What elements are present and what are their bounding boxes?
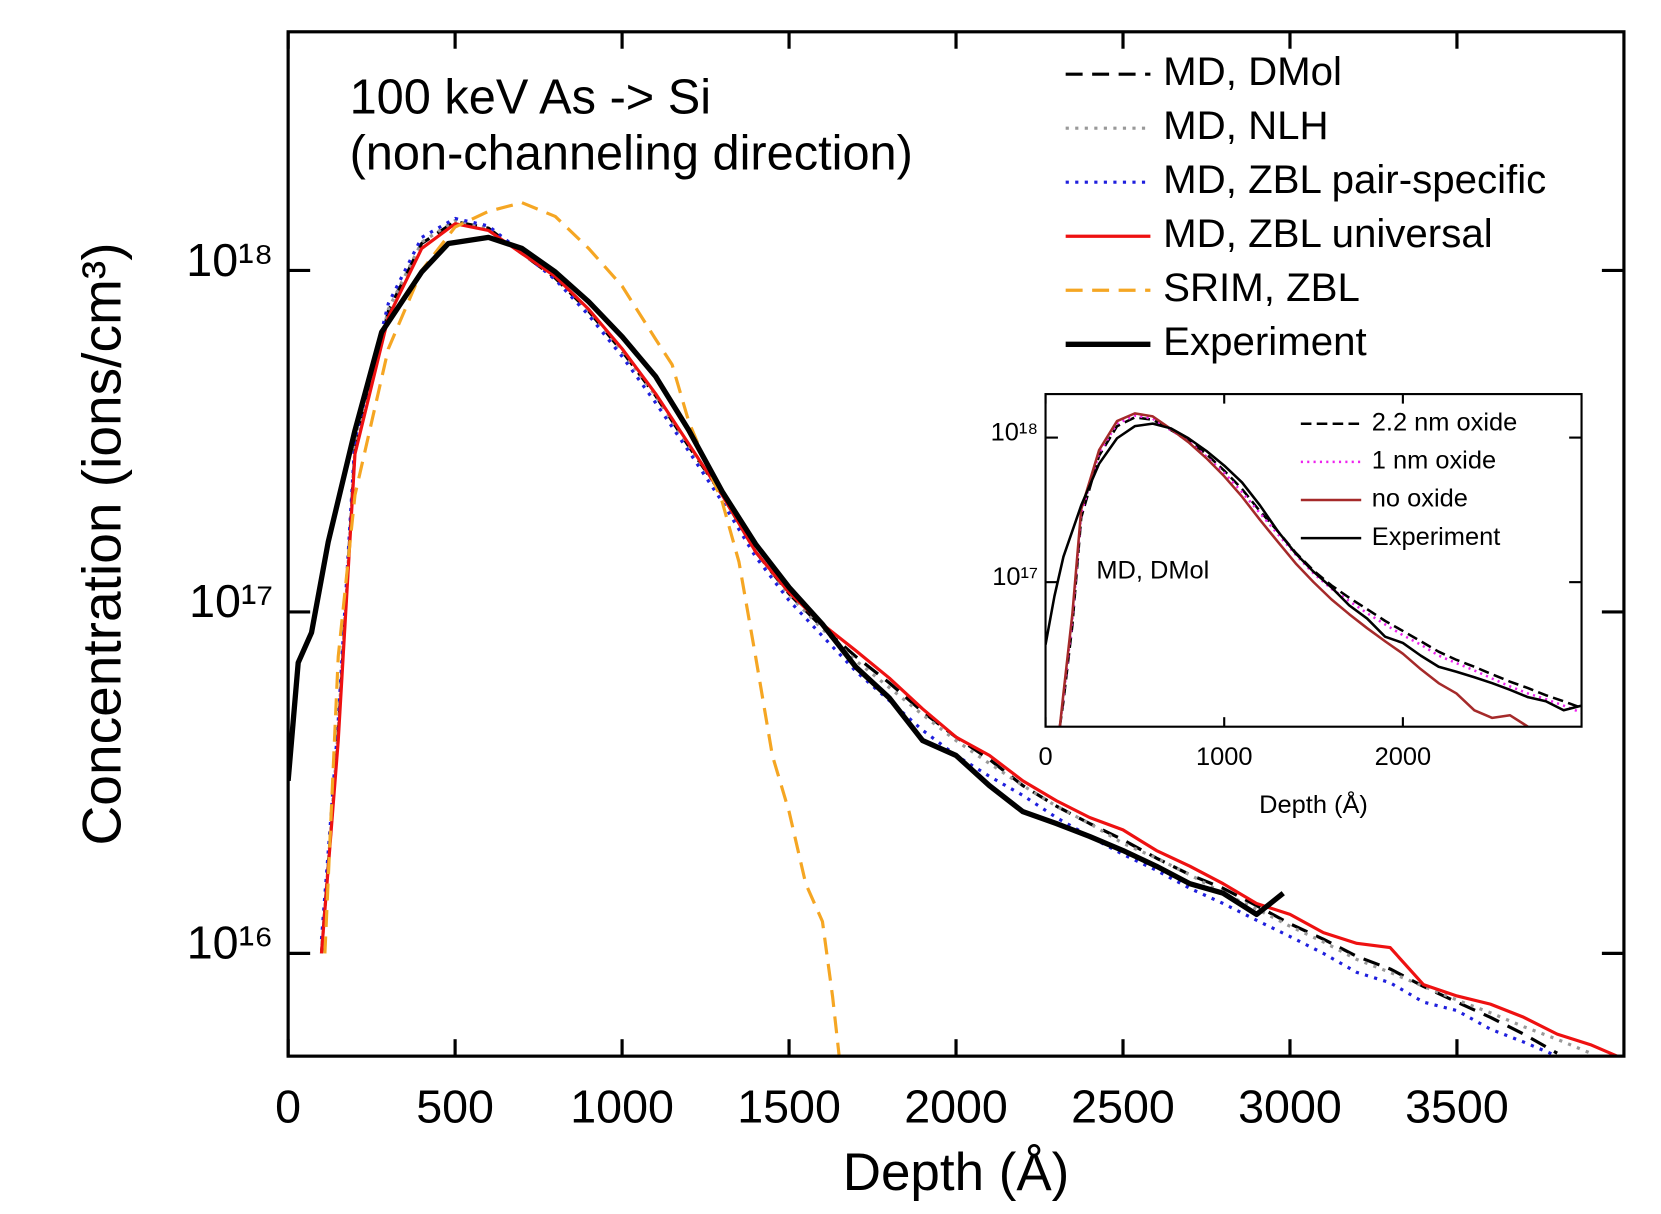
x-tick-label: 500 <box>416 1080 494 1132</box>
plot-frame <box>1044 393 1583 728</box>
plot-area <box>288 201 1618 1057</box>
y-tick-label: 10¹⁷ <box>189 575 273 627</box>
x-axis-label: Depth (Å) <box>843 1143 1070 1202</box>
plot-background <box>1045 394 1582 727</box>
x-axis-label: Depth (Å) <box>1259 789 1368 819</box>
legend-label: MD, ZBL universal <box>1163 211 1493 256</box>
y-tick-label: 10¹⁶ <box>187 917 274 969</box>
legend-label: 2.2 nm oxide <box>1372 408 1517 436</box>
data-line <box>1045 422 1582 712</box>
legend-label: MD, NLH <box>1163 103 1328 148</box>
data-line <box>319 218 1592 1055</box>
x-tick-label: 2500 <box>1071 1080 1175 1132</box>
y-tick-label: 10¹⁸ <box>186 234 273 286</box>
y-axis-label: Concentration (ions/cm³) <box>70 242 132 845</box>
annotation: 100 keV As -> Si <box>350 71 712 125</box>
legend-label: MD, ZBL pair-specific <box>1163 157 1546 202</box>
x-tick-label: 0 <box>1038 743 1052 771</box>
data-line <box>288 234 1285 918</box>
data-line <box>319 216 1558 1057</box>
legend-label: 1 nm oxide <box>1372 447 1496 475</box>
data-line <box>323 201 841 1057</box>
legend-label: MD, DMol <box>1163 49 1342 94</box>
plot-area <box>1045 412 1582 727</box>
legend-label: no oxide <box>1372 485 1468 513</box>
x-tick-label: 2000 <box>1375 743 1432 771</box>
x-tick-label: 1500 <box>737 1080 841 1132</box>
inset-chart: 0 1000 2000 10¹⁷ 10¹⁸ Depth (Å) MD, DMol 2.2 nm… <box>991 393 1583 819</box>
legend-label: Experiment <box>1163 319 1367 364</box>
annotation: (non-channeling direction) <box>350 127 913 181</box>
y-tick-label: 10¹⁷ <box>992 563 1038 591</box>
x-tick-label: 0 <box>275 1080 301 1132</box>
y-tick-label: 10¹⁸ <box>991 418 1038 446</box>
annotation: MD, DMol <box>1096 557 1209 585</box>
x-tick-label: 2000 <box>904 1080 1008 1132</box>
legend-label: Experiment <box>1372 523 1501 551</box>
data-line <box>1058 412 1529 727</box>
x-tick-label: 1000 <box>1196 743 1253 771</box>
legend-label: SRIM, ZBL <box>1163 265 1360 310</box>
x-tick-label: 3500 <box>1405 1080 1509 1132</box>
x-tick-label: 1000 <box>570 1080 674 1132</box>
x-tick-label: 3000 <box>1238 1080 1342 1132</box>
